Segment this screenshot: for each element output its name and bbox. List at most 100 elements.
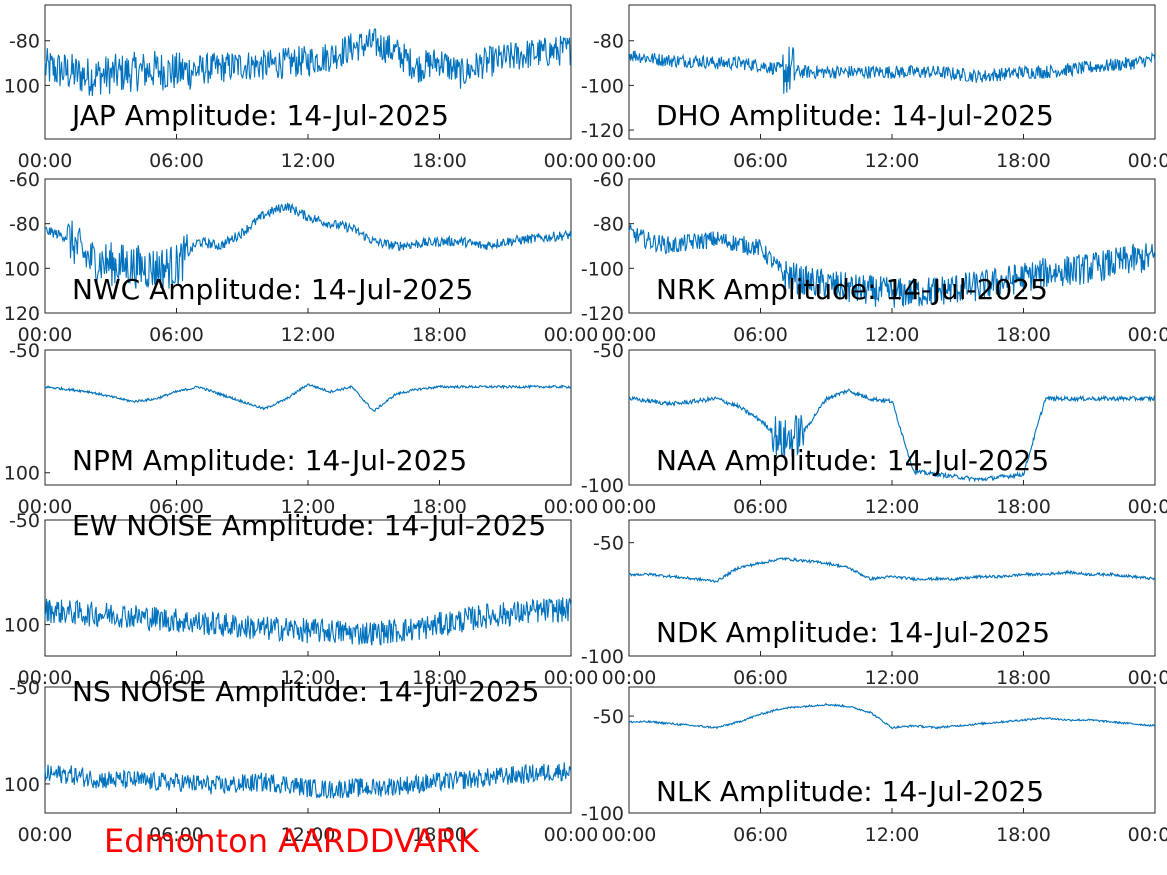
x-tick-label: 06:00: [149, 667, 204, 689]
y-tick-label: -100: [581, 475, 624, 497]
x-tick-label: 12:00: [865, 324, 920, 346]
x-tick-label: 12:00: [865, 150, 920, 172]
station-label: Edmonton AARDDVARK: [104, 822, 479, 860]
x-tick-label: 12:00: [281, 496, 336, 518]
chart-title: NAA Amplitude: 14-Jul-2025: [656, 444, 1049, 477]
x-tick-label: 06:00: [733, 150, 788, 172]
y-tick-label: 100: [4, 774, 40, 796]
amplitude-trace: [44, 383, 572, 413]
x-tick-label: 18:00: [412, 324, 467, 346]
y-tick-label: -50: [9, 510, 40, 532]
chart-title: NPM Amplitude: 14-Jul-2025: [72, 444, 467, 477]
y-tick-label: -80: [9, 214, 40, 236]
x-tick-label: 18:00: [996, 324, 1051, 346]
y-tick-label: -50: [9, 340, 40, 362]
x-tick-label: 06:00: [149, 324, 204, 346]
x-tick-label: 18:00: [996, 496, 1051, 518]
chart-panel-4: -50 100 00:00 06:00 12:00 18:00 00:00 NPM Ampli…: [4, 340, 599, 518]
chart-title: NRK Amplitude: 14-Jul-2025: [656, 273, 1048, 306]
x-tick-label: 18:00: [412, 496, 467, 518]
x-tick-label: 12:00: [865, 496, 920, 518]
x-tick-label: 00:00: [1128, 824, 1167, 846]
x-tick-label: 18:00: [412, 667, 467, 689]
chart-panel-8: -50 100 00:00 06:00 12:00 18:00 00:00 NS NOISE …: [4, 675, 599, 846]
amplitude-trace: [44, 28, 572, 97]
chart-title: NS NOISE Amplitude: 14-Jul-2025: [72, 675, 539, 708]
y-tick-label: -100: [581, 646, 624, 668]
x-tick-label: 00:00: [544, 667, 599, 689]
x-tick-label: 00:00: [18, 324, 73, 346]
amplitude-trace: [44, 597, 572, 646]
chart-title: NLK Amplitude: 14-Jul-2025: [656, 775, 1044, 808]
x-tick-label: 18:00: [996, 824, 1051, 846]
chart-title: DHO Amplitude: 14-Jul-2025: [656, 99, 1054, 132]
x-tick-label: 00:00: [602, 496, 657, 518]
plot-frame: [628, 519, 1156, 657]
x-tick-label: 00:00: [1128, 324, 1167, 346]
x-tick-label: 00:00: [602, 324, 657, 346]
x-tick-label: 12:00: [865, 824, 920, 846]
x-tick-label: 06:00: [149, 150, 204, 172]
x-tick-label: 18:00: [996, 667, 1051, 689]
x-tick-label: 00:00: [544, 150, 599, 172]
x-tick-label: 06:00: [733, 667, 788, 689]
x-tick-label: 00:00: [18, 150, 73, 172]
y-tick-label: -50: [593, 706, 624, 728]
y-tick-label: -100: [581, 75, 624, 97]
amplitude-trace: [628, 388, 1156, 483]
x-tick-label: 06:00: [149, 824, 204, 846]
chart-panel-0: -80 100 00:00 06:00 12:00 18:00 00:00 JAP Ampli…: [4, 4, 599, 172]
amplitude-trace: [44, 202, 572, 289]
y-tick-label: 100: [4, 615, 40, 637]
amplitude-trace: [628, 46, 1156, 94]
chart-title: NWC Amplitude: 14-Jul-2025: [72, 273, 473, 306]
y-tick-label: -60: [593, 169, 624, 191]
chart-title: JAP Amplitude: 14-Jul-2025: [70, 99, 449, 132]
x-tick-label: 00:00: [544, 324, 599, 346]
x-tick-label: 06:00: [733, 824, 788, 846]
y-tick-label: -80: [9, 31, 40, 53]
plot-frame: [628, 686, 1156, 814]
y-tick-label: -80: [593, 214, 624, 236]
x-tick-label: 06:00: [733, 496, 788, 518]
y-tick-label: 100: [4, 75, 40, 97]
y-tick-label: -100: [581, 258, 624, 280]
y-tick-label: -50: [9, 677, 40, 699]
x-tick-label: 00:00: [602, 150, 657, 172]
y-tick-label: -80: [593, 31, 624, 53]
amplitude-trace: [628, 556, 1155, 583]
x-tick-label: 12:00: [281, 667, 336, 689]
x-tick-label: 00:00: [544, 824, 599, 846]
x-tick-label: 00:00: [1128, 150, 1167, 172]
chart-panel-6: -50 100 00:00 06:00 12:00 18:00 00:00 EW NOISE …: [4, 509, 599, 689]
x-tick-label: 00:00: [18, 667, 73, 689]
x-tick-label: 00:00: [1128, 496, 1167, 518]
y-tick-label: -50: [593, 533, 624, 555]
x-tick-label: 00:00: [602, 667, 657, 689]
x-tick-label: 00:00: [18, 496, 73, 518]
x-tick-label: 00:00: [602, 824, 657, 846]
x-tick-label: 18:00: [412, 150, 467, 172]
chart-title: EW NOISE Amplitude: 14-Jul-2025: [72, 509, 546, 542]
plot-frame: [628, 349, 1156, 486]
amplitude-trace: [628, 702, 1156, 730]
x-tick-label: 12:00: [281, 150, 336, 172]
amplitude-trace: [628, 224, 1156, 308]
x-tick-label: 00:00: [1128, 667, 1167, 689]
x-tick-label: 18:00: [996, 150, 1051, 172]
x-tick-label: 12:00: [865, 667, 920, 689]
x-tick-label: 06:00: [149, 496, 204, 518]
y-tick-label: -120: [581, 120, 624, 142]
x-tick-label: 18:00: [412, 824, 467, 846]
chart-panel-1: -80 -100 -120 00:00 06:00 12:00 18:00 00:00 DHO …: [581, 4, 1167, 172]
x-tick-label: 12:00: [281, 824, 336, 846]
y-tick-label: 100: [4, 258, 40, 280]
y-tick-label: -120: [581, 303, 624, 325]
chart-panel-3: -60-80-100-12000:0006:0012:0018:0000:00N…: [581, 169, 1167, 346]
y-tick-label: -60: [9, 169, 40, 191]
x-tick-label: 06:00: [733, 324, 788, 346]
